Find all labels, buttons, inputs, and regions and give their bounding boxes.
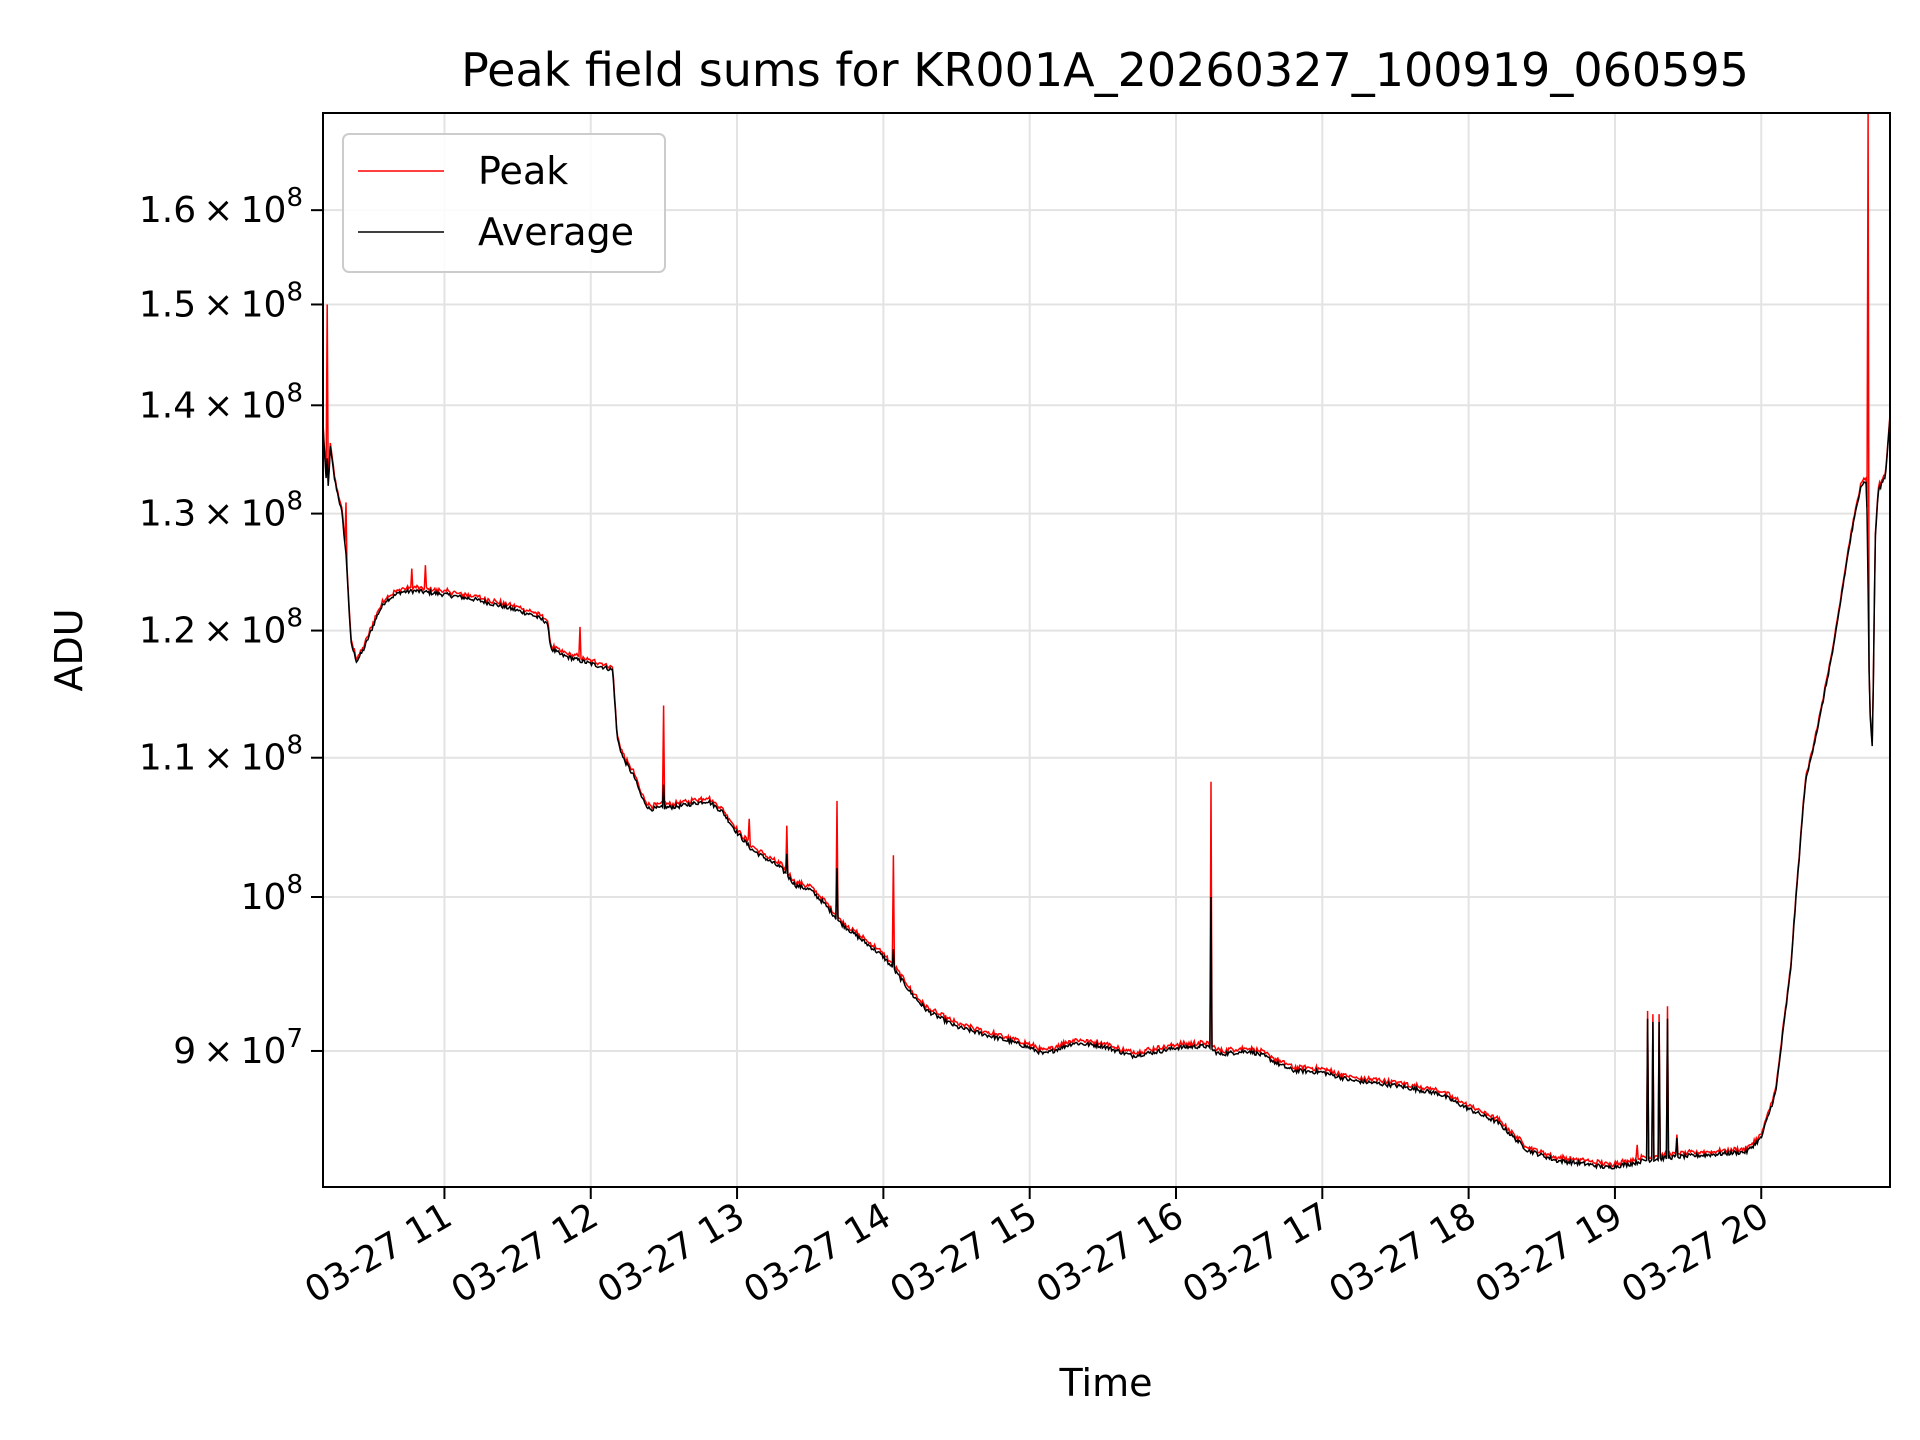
x-tick-label: 03-27 15 — [884, 1195, 1045, 1311]
y-tick-label: 1.4 × 108 — [139, 378, 303, 426]
series-layer — [323, 113, 1890, 1170]
series-line-average — [323, 417, 1890, 1170]
x-tick-label: 03-27 20 — [1615, 1195, 1776, 1311]
y-tick-label: 1.6 × 108 — [139, 183, 303, 231]
x-tick-label: 03-27 12 — [445, 1195, 606, 1311]
y-tick-exponent: 8 — [286, 604, 303, 634]
x-tick-label: 03-27 14 — [737, 1195, 898, 1311]
x-tick-label: 03-27 18 — [1322, 1195, 1483, 1311]
x-tick-label: 03-27 16 — [1030, 1195, 1191, 1311]
y-axis-label: ADU — [47, 608, 91, 691]
chart-title: Peak field sums for KR001A_20260327_1009… — [461, 43, 1749, 97]
y-tick-mantissa: 1.2 × 10 — [139, 611, 287, 652]
y-tick-mantissa: 1.1 × 10 — [139, 738, 287, 779]
series-line-peak — [323, 113, 1890, 1168]
y-tick-label: 108 — [241, 870, 303, 918]
y-tick-mantissa: 1.3 × 10 — [139, 494, 287, 535]
y-tick-label: 9 × 107 — [173, 1024, 303, 1072]
y-tick-mantissa: 10 — [241, 877, 287, 918]
plot-frame — [322, 112, 1891, 1188]
y-tick-exponent: 8 — [286, 487, 303, 517]
x-axis-label: Time — [1059, 1361, 1153, 1405]
legend-peak-label: Peak — [478, 149, 568, 193]
y-tick-exponent: 8 — [286, 870, 303, 900]
y-tick-exponent: 8 — [286, 277, 303, 307]
y-tick-exponent: 8 — [286, 183, 303, 213]
legend-average-label: Average — [478, 210, 634, 254]
grid-lines — [323, 113, 1890, 1187]
y-tick-label: 1.2 × 108 — [139, 604, 303, 652]
y-tick-mantissa: 1.4 × 10 — [139, 385, 287, 426]
y-tick-exponent: 8 — [286, 731, 303, 761]
x-tick-label: 03-27 17 — [1176, 1195, 1337, 1311]
y-tick-label: 1.3 × 108 — [139, 487, 303, 535]
y-tick-exponent: 7 — [286, 1024, 303, 1054]
y-tick-mantissa: 9 × 10 — [173, 1031, 286, 1072]
x-tick-label: 03-27 11 — [298, 1195, 459, 1311]
y-tick-exponent: 8 — [286, 378, 303, 408]
y-tick-mantissa: 1.5 × 10 — [139, 284, 287, 325]
x-tick-label: 03-27 13 — [591, 1195, 752, 1311]
x-tick-label: 03-27 19 — [1469, 1195, 1630, 1311]
legend: Peak Average — [342, 133, 666, 273]
y-tick-label: 1.1 × 108 — [139, 731, 303, 779]
y-tick-label: 1.5 × 108 — [139, 277, 303, 325]
y-tick-mantissa: 1.6 × 10 — [139, 190, 287, 231]
legend-box — [342, 133, 666, 273]
